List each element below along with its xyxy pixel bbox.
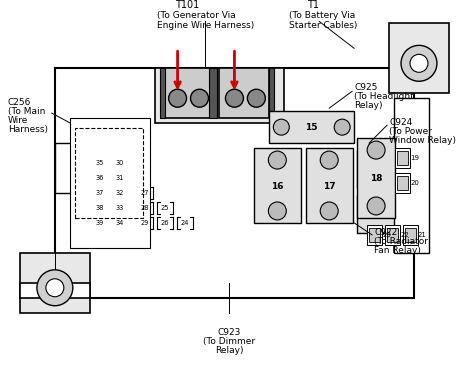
Circle shape [247, 89, 265, 107]
Bar [405, 228, 416, 242]
Text: C925: C925 [354, 83, 377, 92]
Text: 30: 30 [116, 160, 124, 166]
Text: 39: 39 [96, 220, 104, 226]
Bar [357, 138, 395, 218]
Bar [75, 128, 143, 218]
Text: 33: 33 [116, 205, 124, 211]
Text: (To Battery Via: (To Battery Via [289, 11, 356, 20]
Text: Fan Relay): Fan Relay) [374, 246, 421, 255]
Text: 27: 27 [140, 190, 149, 196]
Text: Relay): Relay) [215, 345, 244, 355]
Bar [306, 148, 353, 223]
Text: 23: 23 [382, 232, 391, 238]
Text: 37: 37 [96, 190, 104, 196]
Text: 15: 15 [305, 123, 318, 132]
Bar [369, 228, 380, 242]
Text: (To Generator Via: (To Generator Via [156, 11, 236, 20]
Text: Window Relay): Window Relay) [389, 136, 456, 145]
Bar [255, 148, 301, 223]
Bar [394, 98, 429, 253]
Text: 32: 32 [116, 190, 124, 196]
Text: 35: 35 [96, 160, 104, 166]
Text: 19: 19 [410, 155, 419, 161]
Circle shape [169, 89, 187, 107]
Bar [20, 283, 90, 298]
Text: 20: 20 [410, 180, 419, 186]
Text: T1: T1 [307, 0, 319, 10]
Bar [210, 68, 218, 118]
Text: 28: 28 [140, 205, 149, 211]
Bar [387, 228, 398, 242]
Text: C923: C923 [218, 328, 241, 337]
Bar [395, 173, 410, 193]
Circle shape [320, 151, 338, 169]
Bar [219, 68, 269, 118]
Text: 25: 25 [160, 205, 169, 211]
Circle shape [367, 197, 385, 215]
Bar [357, 195, 397, 233]
Text: C922: C922 [374, 228, 397, 237]
Text: 18: 18 [370, 173, 383, 183]
Circle shape [334, 119, 350, 135]
Bar [395, 148, 410, 168]
Text: 38: 38 [96, 205, 104, 211]
Circle shape [46, 279, 64, 297]
Bar [70, 118, 150, 248]
Text: (To Dimmer: (To Dimmer [203, 337, 255, 345]
Text: 31: 31 [116, 175, 124, 181]
Text: (To Headlight: (To Headlight [354, 92, 414, 101]
Circle shape [273, 119, 289, 135]
Circle shape [226, 89, 244, 107]
Bar [269, 111, 354, 143]
Text: 34: 34 [116, 220, 124, 226]
Bar [397, 176, 408, 190]
Circle shape [191, 89, 209, 107]
Text: Relay): Relay) [354, 101, 383, 110]
Text: 29: 29 [140, 220, 149, 226]
Text: 16: 16 [271, 182, 283, 190]
Bar [403, 225, 418, 245]
Bar [163, 68, 212, 118]
Circle shape [410, 54, 428, 72]
Bar [397, 151, 408, 165]
Circle shape [268, 202, 286, 220]
Bar [389, 23, 449, 93]
Bar [55, 68, 414, 298]
Text: T101: T101 [174, 0, 199, 10]
Bar [357, 150, 397, 188]
Text: 21: 21 [418, 232, 427, 238]
Text: 36: 36 [96, 175, 104, 181]
Circle shape [268, 151, 286, 169]
Bar [20, 253, 90, 313]
Bar [55, 143, 75, 193]
Text: 26: 26 [160, 220, 169, 226]
Circle shape [367, 141, 385, 159]
Bar [385, 225, 400, 245]
Text: C924: C924 [389, 118, 412, 127]
Circle shape [401, 45, 437, 81]
Text: Starter Cables): Starter Cables) [289, 21, 358, 30]
Text: 24: 24 [180, 220, 189, 226]
Bar [269, 68, 274, 118]
Text: C256: C256 [8, 98, 31, 107]
Text: 22: 22 [400, 232, 409, 238]
Circle shape [37, 270, 73, 306]
Text: (To Main: (To Main [8, 107, 46, 116]
Text: (To Power: (To Power [389, 127, 432, 136]
Bar [155, 68, 284, 123]
Bar [367, 225, 382, 245]
Text: Engine Wire Harness): Engine Wire Harness) [156, 21, 254, 30]
Text: Wire: Wire [8, 116, 28, 125]
Circle shape [320, 202, 338, 220]
Text: (To Radiator: (To Radiator [374, 237, 428, 246]
Bar [160, 68, 164, 118]
Text: 17: 17 [323, 182, 336, 190]
Text: Harness): Harness) [8, 125, 48, 134]
